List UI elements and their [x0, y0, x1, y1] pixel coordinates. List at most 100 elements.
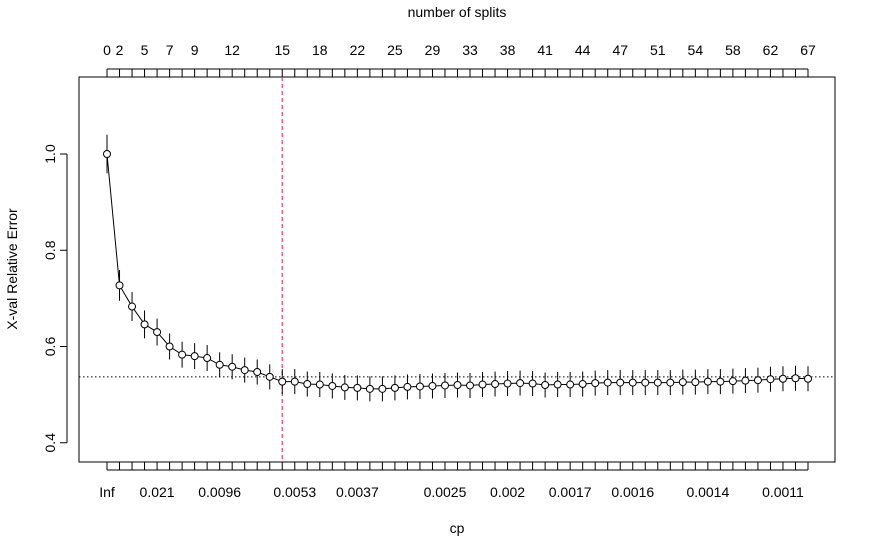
data-point [353, 383, 362, 392]
data-point [691, 378, 700, 387]
reference-lines [79, 77, 835, 462]
y-tick-label: 1.0 [42, 144, 58, 164]
top-tick-label: 18 [312, 42, 328, 58]
data-point [253, 368, 262, 377]
y-axis: 0.4 0.6 0.8 1.0 [42, 144, 68, 453]
top-tick-label: 47 [612, 42, 628, 58]
data-point [603, 378, 612, 387]
top-tick-label: 58 [725, 42, 741, 58]
data-point [741, 376, 750, 385]
data-point [666, 378, 675, 387]
top-tick-label: 25 [387, 42, 403, 58]
top-tick-label: 54 [688, 42, 704, 58]
data-point [778, 374, 787, 383]
data-point [340, 383, 349, 392]
data-point [753, 376, 762, 385]
series-xval-error [103, 134, 812, 402]
bottom-tick-label: 0.021 [140, 484, 175, 500]
data-point [165, 342, 174, 351]
data-point [591, 379, 600, 388]
data-point [766, 375, 775, 384]
series-line [106, 153, 809, 390]
top-tick-label: 5 [141, 42, 149, 58]
data-point [178, 350, 187, 359]
top-tick-label: 62 [763, 42, 779, 58]
data-point [703, 377, 712, 386]
data-point [478, 380, 487, 389]
data-point [315, 380, 324, 389]
data-point [628, 378, 637, 387]
data-point [203, 354, 212, 363]
data-point [415, 382, 424, 391]
data-point [466, 381, 475, 390]
data-point [804, 374, 812, 383]
data-point [678, 378, 687, 387]
data-point [378, 384, 387, 393]
data-point [491, 380, 500, 389]
bottom-tick-label: 0.0016 [611, 484, 654, 500]
top-tick-label: 33 [462, 42, 478, 58]
data-point [290, 377, 299, 386]
data-point [566, 380, 575, 389]
x-axis-label: cp [450, 520, 465, 536]
data-point [440, 381, 449, 390]
data-point [103, 150, 111, 158]
top-tick-label: 38 [500, 42, 516, 58]
data-point [128, 302, 137, 311]
bottom-tick-label: Inf [99, 484, 115, 500]
data-point [503, 379, 512, 388]
data-point [791, 374, 800, 383]
top-tick-label: 51 [650, 42, 666, 58]
bottom-tick-label: 0.0017 [549, 484, 592, 500]
data-point [328, 381, 337, 390]
bottom-tick-label: 0.0025 [424, 484, 467, 500]
data-point [428, 381, 437, 390]
data-point [653, 378, 662, 387]
top-tick-label: 41 [537, 42, 553, 58]
data-point [541, 381, 550, 389]
data-point [228, 362, 237, 371]
data-point [265, 372, 274, 381]
top-tick-label: 29 [425, 42, 441, 58]
data-point [390, 383, 399, 392]
top-tick-label: 44 [575, 42, 591, 58]
data-point [641, 378, 650, 387]
data-point [278, 377, 287, 386]
data-point [190, 352, 199, 361]
data-point [140, 320, 149, 329]
y-axis-label: X-val Relative Error [4, 208, 20, 330]
top-tick-label: 22 [350, 42, 366, 58]
y-tick-label: 0.4 [42, 433, 58, 453]
data-point [578, 380, 587, 389]
data-point [453, 381, 462, 389]
top-axis: 0 2 5 7 9 12 15 18 22 25 29 33 38 41 44 47 51 54 58 62 67 [103, 42, 816, 77]
data-point [528, 379, 537, 388]
data-point [728, 377, 737, 386]
bottom-tick-label: 0.0014 [686, 484, 729, 500]
top-tick-label: 15 [274, 42, 290, 58]
top-tick-label: 12 [224, 42, 240, 58]
data-point [153, 328, 162, 337]
top-tick-label: 7 [166, 42, 174, 58]
y-tick-label: 0.6 [42, 337, 58, 357]
top-axis-title: number of splits [408, 4, 507, 20]
bottom-tick-label: 0.0037 [336, 484, 379, 500]
data-point [516, 379, 525, 388]
data-point [215, 360, 224, 369]
data-point [303, 380, 312, 389]
data-point [365, 384, 374, 393]
top-tick-label: 9 [191, 42, 199, 58]
top-tick-label: 0 [103, 42, 111, 58]
bottom-tick-label: 0.002 [490, 484, 525, 500]
y-tick-label: 0.8 [42, 240, 58, 260]
bottom-tick-label: 0.0096 [198, 484, 241, 500]
data-point [553, 380, 562, 389]
bottom-axis: Inf 0.021 0.0096 0.0053 0.0037 0.0025 0.002 0.0… [99, 462, 809, 500]
plot-frame [78, 76, 836, 463]
data-point [240, 366, 249, 375]
data-point [716, 377, 725, 386]
data-point [403, 382, 412, 391]
data-point [616, 378, 625, 387]
data-point [115, 281, 124, 290]
bottom-tick-label: 0.0011 [762, 484, 804, 500]
